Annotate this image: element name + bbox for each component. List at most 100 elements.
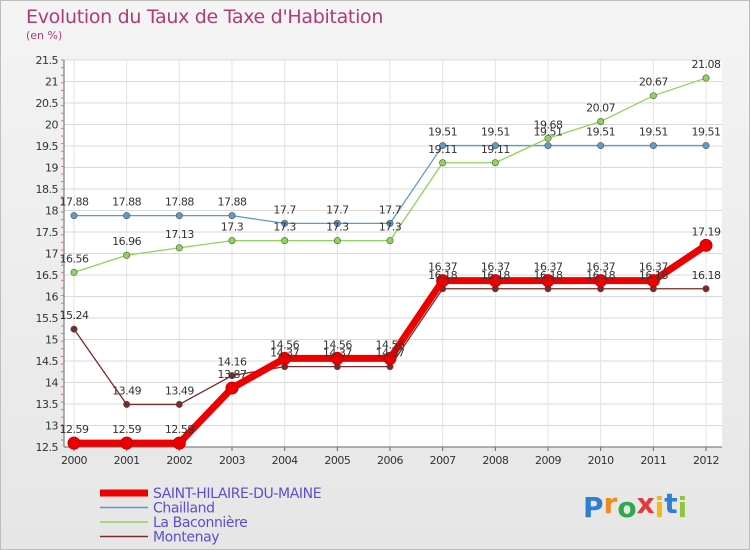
y-tick-label: 14.5	[36, 355, 59, 368]
data-point-2	[649, 92, 657, 100]
data-point-0	[172, 436, 186, 450]
data-label-3: 16.18	[586, 269, 615, 282]
data-point-0	[225, 381, 239, 395]
data-label-2: 20.07	[586, 101, 615, 114]
data-label-0: 16.37	[428, 261, 457, 274]
data-label-2: 21.08	[692, 58, 721, 71]
data-label-3: 15.24	[60, 309, 89, 322]
data-point-3	[123, 400, 131, 408]
data-point-1	[702, 142, 710, 150]
x-tick-label: 2006	[377, 454, 403, 467]
data-label-1: 19.51	[481, 126, 510, 139]
data-label-0: 12.59	[60, 423, 89, 436]
data-label-1: 17.7	[326, 203, 349, 216]
data-label-2: 16.56	[60, 252, 89, 265]
data-label-0: 16.37	[586, 261, 615, 274]
y-tick-label: 21.5	[36, 54, 59, 67]
x-tick-label: 2010	[588, 454, 614, 467]
data-point-2	[597, 117, 605, 125]
logo-letter: o	[617, 491, 637, 524]
y-tick-label: 16	[45, 291, 58, 304]
x-tick-label: 2007	[430, 454, 456, 467]
data-point-1	[175, 212, 183, 220]
x-tick-label: 2001	[114, 454, 140, 467]
data-label-3: 16.18	[534, 269, 563, 282]
data-point-1	[544, 142, 552, 150]
data-label-2: 19.11	[428, 143, 457, 156]
data-point-3	[228, 372, 236, 380]
legend-label-2: La Baconnière	[153, 515, 247, 531]
data-point-3	[175, 400, 183, 408]
y-tick-label: 16.5	[36, 269, 59, 282]
data-label-1: 17.88	[165, 196, 194, 209]
data-label-3: 14.16	[218, 356, 247, 369]
logo-letter: P	[583, 491, 604, 524]
data-point-1	[281, 219, 289, 227]
data-label-0: 16.37	[534, 261, 563, 274]
x-tick-label: 2002	[166, 454, 192, 467]
y-tick-label: 18.5	[36, 183, 59, 196]
data-point-0	[488, 274, 502, 288]
x-tick-label: 2004	[272, 454, 298, 467]
data-label-1: 19.51	[534, 126, 563, 139]
data-label-2: 20.67	[639, 76, 668, 89]
data-point-1	[123, 212, 131, 220]
data-label-2: 17.3	[273, 221, 296, 234]
data-point-0	[594, 274, 608, 288]
data-label-3: 16.18	[481, 269, 510, 282]
data-point-2	[281, 237, 289, 245]
y-tick-label: 19	[45, 162, 58, 175]
data-point-1	[649, 142, 657, 150]
data-label-0: 16.37	[481, 261, 510, 274]
y-tick-label: 15	[45, 334, 58, 347]
data-point-2	[702, 74, 710, 82]
data-point-0	[699, 238, 713, 252]
x-tick-label: 2008	[482, 454, 508, 467]
data-label-1: 17.88	[60, 196, 89, 209]
data-point-1	[333, 219, 341, 227]
data-label-3: 16.18	[639, 269, 668, 282]
data-label-0: 13.87	[218, 368, 247, 381]
data-label-2: 17.13	[165, 228, 194, 241]
data-point-2	[386, 237, 394, 245]
data-point-1	[597, 142, 605, 150]
data-label-0: 14.56	[270, 338, 299, 351]
y-tick-label: 19.5	[36, 140, 59, 153]
data-point-2	[333, 237, 341, 245]
data-point-2	[491, 159, 499, 167]
chart-title: Evolution du Taux de Taxe d'Habitation	[26, 6, 384, 28]
data-label-1: 19.51	[428, 126, 457, 139]
data-point-2	[439, 159, 447, 167]
data-label-0: 14.56	[376, 338, 405, 351]
y-tick-label: 13	[45, 420, 58, 433]
data-label-1: 17.88	[218, 196, 247, 209]
y-tick-label: 20.5	[36, 97, 59, 110]
data-label-3: 14.37	[376, 347, 405, 360]
data-label-2: 19.11	[481, 143, 510, 156]
x-tick-label: 2005	[324, 454, 350, 467]
data-label-1: 19.51	[586, 126, 615, 139]
data-point-0	[278, 351, 292, 365]
data-point-2	[175, 244, 183, 252]
data-point-0	[646, 274, 660, 288]
y-tick-label: 14	[45, 377, 58, 390]
data-point-3	[702, 285, 710, 293]
data-point-2	[544, 134, 552, 142]
y-tick-label: 18	[45, 205, 58, 218]
data-point-1	[70, 212, 78, 220]
data-label-3: 13.49	[165, 384, 194, 397]
data-label-1: 17.88	[112, 196, 141, 209]
y-tick-label: 13.5	[36, 398, 59, 411]
y-tick-label: 15.5	[36, 312, 59, 325]
logo-letter: i	[677, 491, 688, 524]
data-point-1	[439, 142, 447, 150]
legend-label-3: Montenay	[153, 530, 219, 546]
data-label-2: 19.68	[534, 118, 563, 131]
y-tick-label: 12.5	[36, 441, 59, 454]
data-label-1: 17.7	[379, 203, 402, 216]
data-label-2: 17.3	[221, 221, 244, 234]
data-label-1: 19.51	[692, 126, 721, 139]
data-point-0	[120, 436, 134, 450]
data-label-2: 16.96	[112, 235, 141, 248]
